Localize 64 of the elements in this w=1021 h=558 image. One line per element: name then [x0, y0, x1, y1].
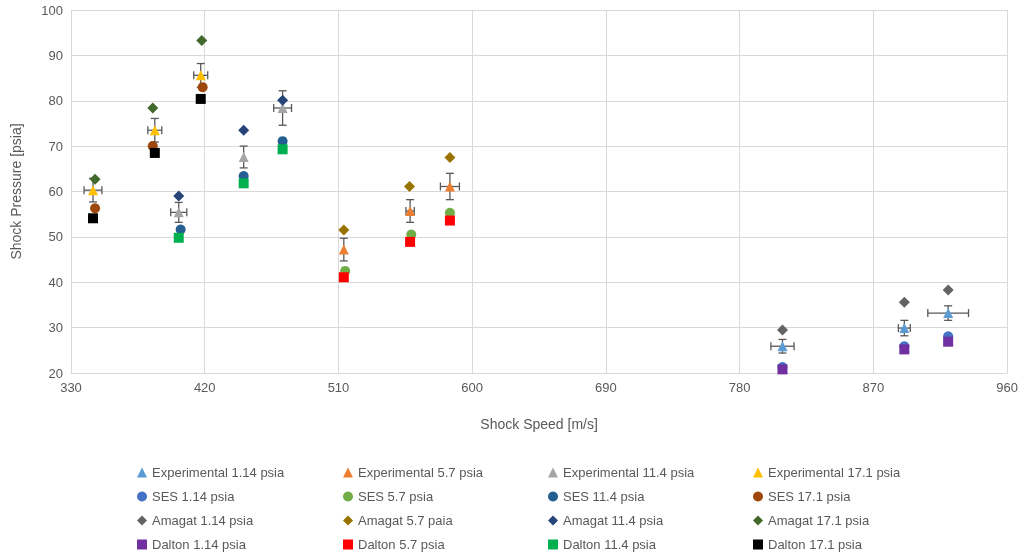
point — [898, 296, 910, 308]
legend-label: Dalton 11.4 psia — [563, 537, 657, 552]
legend-label: SES 17.1 psia — [768, 489, 852, 504]
legend-label: SES 1.14 psia — [152, 489, 236, 504]
legend-label: SES 5.7 psia — [358, 489, 434, 504]
legend-label: Dalton 1.14 psia — [152, 537, 247, 552]
point — [87, 213, 98, 224]
legend-label: Amagat 1.14 psia — [152, 513, 254, 528]
point — [444, 181, 455, 192]
point — [405, 236, 416, 247]
x-tick-label: 330 — [60, 380, 82, 395]
y-tick-label: 20 — [48, 365, 63, 381]
point — [277, 94, 289, 106]
point — [776, 324, 788, 336]
legend-label: Experimental 1.14 psia — [152, 465, 286, 480]
x-tick-label: 600 — [461, 380, 484, 395]
point — [173, 207, 184, 218]
point — [444, 151, 456, 163]
point — [444, 215, 455, 226]
point — [238, 178, 249, 189]
legend-label: Amagat 17.1 psia — [768, 513, 870, 528]
point — [149, 147, 160, 158]
y-tick-label: 100 — [41, 2, 63, 18]
point — [338, 244, 349, 255]
legend-label: Experimental 11.4 psia — [563, 465, 696, 480]
point — [942, 284, 954, 296]
y-tick-label: 50 — [48, 229, 63, 245]
legend-label: Dalton 17.1 psia — [768, 537, 863, 552]
legend-label: SES 11.4 psia — [563, 489, 646, 504]
point — [196, 34, 208, 46]
point — [238, 124, 250, 136]
point — [173, 232, 184, 243]
point — [238, 152, 249, 163]
point — [90, 203, 101, 214]
x-tick-label: 960 — [996, 380, 1019, 395]
y-tick-label: 90 — [48, 47, 63, 63]
point — [197, 82, 208, 93]
y-tick-label: 70 — [48, 138, 63, 154]
legend-label: Dalton 5.7 psia — [358, 537, 446, 552]
point — [338, 272, 349, 283]
y-tick-label: 60 — [48, 184, 63, 199]
point — [404, 181, 415, 193]
y-tick-label: 30 — [48, 320, 63, 336]
y-tick-label: 80 — [48, 93, 63, 109]
y-axis-title: Shock Pressure [psia] — [8, 123, 24, 260]
x-tick-label: 420 — [193, 380, 216, 395]
point — [89, 173, 101, 185]
x-axis-title: Shock Speed [m/s] — [480, 416, 598, 432]
legend-label: Experimental 5.7 psia — [358, 465, 484, 480]
point — [173, 190, 185, 202]
point — [338, 224, 350, 236]
x-tick-label: 510 — [327, 380, 350, 395]
point — [277, 144, 288, 155]
point — [147, 102, 159, 114]
legend-label: Experimental 17.1 psia — [768, 465, 902, 480]
legend-label: Amagat 5.7 paia — [358, 513, 454, 528]
x-tick-label: 870 — [862, 380, 885, 395]
y-tick-label: 40 — [48, 274, 63, 290]
point — [195, 93, 206, 104]
point — [87, 185, 98, 196]
legend-label: Amagat 11.4 psia — [563, 513, 664, 528]
point — [943, 336, 954, 347]
x-tick-label: 780 — [728, 380, 751, 395]
x-tick-label: 690 — [595, 380, 617, 395]
